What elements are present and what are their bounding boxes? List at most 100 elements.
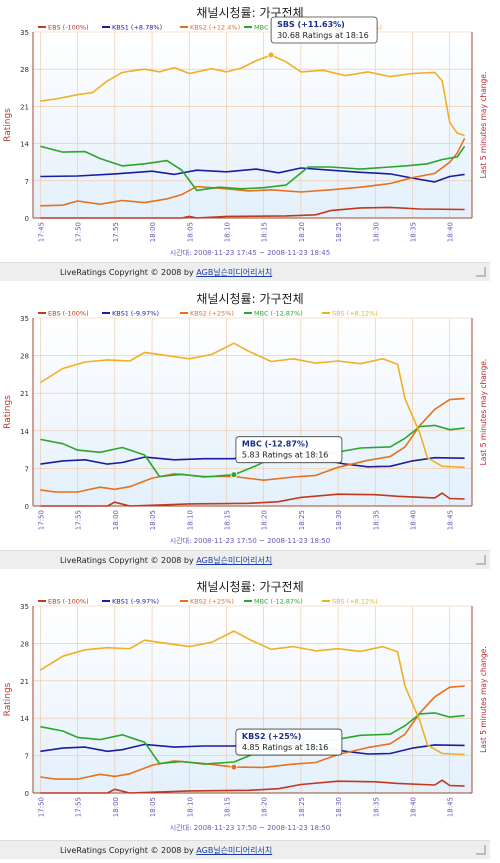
y-tick-label: 21 (20, 390, 29, 398)
series-line-kbs1[interactable] (40, 167, 465, 183)
tooltip-title: KBS2 (+25%) (242, 732, 302, 741)
legend-entry-sbs[interactable]: SBS (+8.12%) (332, 310, 378, 318)
tooltip-value: 30.68 Ratings at 18:16 (277, 31, 369, 40)
legend-entry-kbs2[interactable]: KBS2 (+12.4%) (190, 24, 240, 32)
legend-entry-kbs1[interactable]: KBS1 (-9.97%) (112, 598, 159, 606)
y-tick-label: 14 (20, 428, 29, 436)
series-line-mbc[interactable] (40, 145, 466, 192)
time-range-label: 시간대: 2008-11-23 17:50 ~ 2008-11-23 18:50 (170, 823, 330, 832)
chart-2-svg: 채널시청률: 가구전체 0 7 14 21 28 35 17:50 17:55 18:00 18:0… (3, 292, 488, 545)
legend-entry-kbs1[interactable]: KBS1 (-9.97%) (112, 310, 159, 318)
x-tick-label: 18:35 (372, 510, 380, 530)
y-tick-label: 28 (20, 640, 29, 648)
x-tick-label: 18:40 (409, 510, 417, 530)
agb-nielsen-link[interactable]: AGB닐슨미디어리서치 (196, 268, 273, 277)
x-tick-label: 18:10 (186, 510, 194, 530)
legend-entry-kbs2[interactable]: KBS2 (+25%) (190, 598, 234, 606)
x-tick-label: 18:30 (372, 222, 380, 242)
resize-handle-icon[interactable] (476, 267, 486, 277)
y-tick-label: 7 (25, 753, 29, 761)
x-tick-label: 18:25 (298, 510, 306, 530)
legend-entry-ebs[interactable]: EBS (-100%) (48, 310, 89, 318)
time-range-label: 시간대: 2008-11-23 17:45 ~ 2008-11-23 18:45 (170, 248, 330, 257)
tooltip-box (235, 436, 343, 464)
x-tick-label: 17:45 (37, 222, 45, 242)
y-tick-label: 7 (25, 178, 29, 186)
copyright-text: LiveRatings Copyright © 2008 by AGB닐슨미디어… (60, 556, 273, 565)
y-tick-label: 0 (25, 790, 29, 798)
last-minutes-note: Last 5 minutes may change. (479, 359, 488, 466)
y-tick-label: 0 (25, 503, 29, 511)
series-line-ebs[interactable] (40, 779, 465, 794)
x-tick-label: 18:20 (261, 797, 269, 817)
x-tick-label: 17:50 (37, 797, 45, 817)
x-tick-label: 18:20 (298, 222, 306, 242)
chart-panel-3: 채널시청률: 가구전체 0 7 14 21 28 35 17:50 17:55 18:00 18:0… (0, 574, 500, 863)
series-line-ebs[interactable] (40, 492, 465, 507)
tooltip-marker (267, 51, 275, 59)
tooltip-value: 5.83 Ratings at 18:16 (242, 451, 329, 460)
copyright-text: LiveRatings Copyright © 2008 by AGB닐슨미디어… (60, 268, 273, 277)
agb-nielsen-link[interactable]: AGB닐슨미디어리서치 (196, 556, 273, 565)
x-tick-label: 18:10 (186, 797, 194, 817)
y-tick-label: 14 (20, 715, 29, 723)
chart-1-svg: 채널시청률: 가구전체 0 7 14 21 28 35 17:45 17:50 17:55 18:0… (3, 6, 488, 257)
series-line-kbs2[interactable] (40, 685, 465, 780)
series-line-sbs[interactable] (39, 342, 465, 469)
x-tick-label: 17:55 (75, 510, 83, 530)
series-line-sbs[interactable] (40, 54, 465, 137)
x-tick-label: 17:50 (75, 222, 83, 242)
x-tick-label: 18:00 (112, 510, 120, 530)
y-tick-label: 21 (20, 103, 29, 111)
y-axis-label: Ratings (3, 108, 13, 142)
x-tick-label: 18:35 (372, 797, 380, 817)
series-line-sbs[interactable] (39, 630, 465, 756)
x-tick-label: 18:10 (223, 222, 231, 242)
legend-entry-kbs2[interactable]: KBS2 (+25%) (190, 310, 234, 318)
legend-entry-sbs[interactable]: SBS (+8.12%) (332, 598, 378, 606)
x-tick-label: 18:40 (409, 797, 417, 817)
x-tick-label: 17:50 (37, 510, 45, 530)
chart-panel-2: 채널시청률: 가구전체 0 7 14 21 28 35 17:50 17:55 18:00 18:0… (0, 286, 500, 571)
chart-3-footer: LiveRatings Copyright © 2008 by AGB닐슨미디어… (0, 840, 490, 859)
legend-entry-mbc[interactable]: MBC (-12.87%) (254, 598, 303, 606)
x-tick-label: 18:45 (447, 797, 455, 817)
chart-3-svg: 채널시청률: 가구전체 0 7 14 21 28 35 17:50 17:55 18:00 18:0… (3, 580, 488, 832)
last-minutes-note: Last 5 minutes may change. (479, 72, 488, 179)
x-tick-label: 18:45 (447, 510, 455, 530)
series-line-kbs2[interactable] (40, 397, 465, 493)
y-tick-label: 28 (20, 66, 29, 74)
x-tick-label: 18:05 (149, 510, 157, 530)
y-tick-label: 7 (25, 465, 29, 473)
x-tick-label: 18:25 (335, 222, 343, 242)
legend-entry-ebs[interactable]: EBS (-100%) (48, 24, 89, 32)
x-tick-label: 18:00 (149, 222, 157, 242)
series-line-kbs2[interactable] (40, 137, 466, 207)
y-tick-label: 35 (20, 315, 29, 323)
resize-handle-icon[interactable] (476, 845, 486, 855)
resize-handle-icon[interactable] (476, 555, 486, 565)
series-line-ebs[interactable] (40, 206, 465, 219)
copyright-text: LiveRatings Copyright © 2008 by AGB닐슨미디어… (60, 846, 273, 855)
legend-entry-mbc[interactable]: MBC (+... (254, 24, 285, 32)
legend-entry-ebs[interactable]: EBS (-100%) (48, 598, 89, 606)
plot-area (33, 318, 472, 506)
x-tick-label: 18:05 (149, 797, 157, 817)
x-tick-label: 18:30 (335, 797, 343, 817)
legend-entry-mbc[interactable]: MBC (-12.87%) (254, 310, 303, 318)
x-tick-label: 18:35 (409, 222, 417, 242)
chart-panel-1: 채널시청률: 가구전체 0 7 14 21 28 35 17:45 17:50 17:55 18:0… (0, 0, 500, 284)
legend-entry-kbs1[interactable]: KBS1 (+8.78%) (112, 24, 162, 32)
x-tick-label: 18:30 (335, 510, 343, 530)
x-tick-label: 18:25 (298, 797, 306, 817)
tooltip-value: 4.85 Ratings at 18:16 (242, 743, 329, 752)
y-axis-label: Ratings (3, 395, 13, 429)
chart-title: 채널시청률: 가구전체 (196, 6, 303, 20)
tooltip-title: MBC (-12.87%) (242, 440, 309, 449)
chart-2-footer: LiveRatings Copyright © 2008 by AGB닐슨미디어… (0, 550, 490, 569)
agb-nielsen-link[interactable]: AGB닐슨미디어리서치 (196, 846, 273, 855)
series-line-mbc[interactable] (40, 424, 465, 478)
y-tick-label: 21 (20, 678, 29, 686)
last-minutes-note: Last 5 minutes may change. (479, 646, 488, 753)
y-tick-label: 35 (20, 29, 29, 37)
